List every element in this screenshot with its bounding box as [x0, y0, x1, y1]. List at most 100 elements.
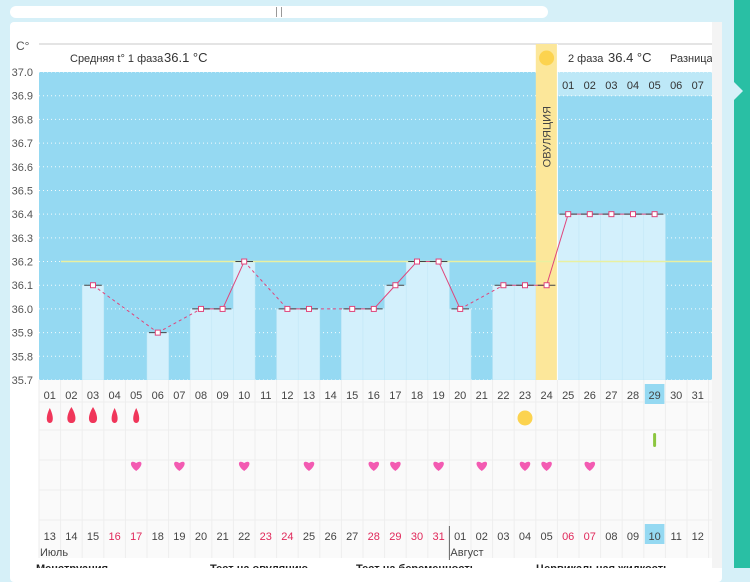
temp-point[interactable]	[198, 305, 204, 312]
cycle-day-label: 01	[44, 390, 56, 402]
temp-bar[interactable]	[189, 308, 213, 381]
temp-bar[interactable]	[362, 308, 385, 381]
heart-icon[interactable]	[390, 461, 401, 471]
cycle-day-label: 28	[627, 390, 639, 402]
temp-bar[interactable]	[384, 284, 407, 381]
cycle-day-label: 13	[303, 390, 315, 402]
temp-bar[interactable]	[621, 213, 645, 381]
legend-item[interactable]: Тест на беременность	[356, 563, 477, 568]
temp-point[interactable]	[241, 258, 248, 265]
phase1-label: Средняя t° 1 фаза	[70, 53, 164, 65]
temp-point[interactable]	[90, 282, 96, 289]
cervical-marker-icon[interactable]	[653, 433, 657, 447]
calendar-date-label: 22	[238, 531, 250, 543]
temp-point[interactable]	[565, 211, 572, 218]
temp-bar[interactable]	[297, 308, 321, 381]
heart-icon[interactable]	[433, 461, 444, 471]
heart-icon[interactable]	[174, 461, 185, 471]
temp-bar[interactable]	[276, 308, 299, 381]
temp-point[interactable]	[154, 329, 161, 336]
temp-bar[interactable]	[492, 284, 515, 381]
temp-point[interactable]	[543, 282, 550, 289]
cycle-day-label: 29	[648, 390, 660, 402]
y-tick-label: 35.8	[12, 351, 33, 363]
temp-point[interactable]	[349, 305, 356, 312]
heart-icon[interactable]	[303, 461, 315, 471]
heart-icon[interactable]	[476, 461, 488, 471]
cycle-day-label: 08	[195, 390, 207, 402]
temp-line-segment	[373, 284, 396, 310]
calendar-date-label: 31	[432, 531, 444, 543]
drag-handle[interactable]	[276, 7, 282, 17]
cycle-day-label: 21	[476, 390, 488, 402]
phase2-day-label: 02	[584, 80, 596, 92]
legend-item[interactable]: Тест на овуляцию	[210, 563, 308, 568]
ovulation-label: ОВУЛЯЦИЯ	[542, 106, 554, 167]
y-tick-label: 36.9	[12, 91, 33, 103]
heart-icon[interactable]	[519, 461, 531, 471]
month-label: Июль	[40, 547, 68, 559]
bleeding-drop-icon[interactable]	[111, 408, 118, 423]
calendar-date-label: 29	[389, 531, 401, 543]
phase2-value: 36.4 °C	[608, 50, 652, 65]
temp-bar[interactable]	[449, 308, 472, 381]
temp-bar[interactable]	[211, 308, 234, 381]
calendar-date-label: 01	[454, 531, 466, 543]
heart-icon[interactable]	[368, 461, 380, 471]
y-tick-label: 36.4	[12, 209, 33, 221]
calendar-date-label: 08	[605, 531, 617, 543]
cycle-day-label: 10	[238, 390, 250, 402]
temp-bar[interactable]	[643, 213, 666, 381]
cycle-day-label: 03	[87, 390, 99, 402]
temp-bar[interactable]	[578, 213, 601, 381]
cycle-day-label: 17	[389, 390, 401, 402]
side-panel[interactable]	[734, 0, 750, 568]
temp-bar[interactable]	[146, 332, 169, 381]
temp-point[interactable]	[435, 258, 442, 265]
temp-point[interactable]	[370, 305, 377, 312]
temp-point[interactable]	[306, 305, 312, 312]
bleeding-drop-icon[interactable]	[46, 408, 53, 423]
temp-point[interactable]	[586, 211, 593, 218]
heart-icon[interactable]	[584, 461, 596, 471]
temp-point[interactable]	[651, 211, 658, 218]
ovulation-test-icon[interactable]	[517, 410, 533, 426]
heart-icon[interactable]	[541, 461, 552, 471]
y-tick-label: 36.1	[12, 280, 33, 292]
expand-arrow-icon[interactable]	[734, 82, 743, 100]
y-tick-label: 36.8	[12, 114, 33, 126]
cycle-day-label: 15	[346, 390, 358, 402]
temp-point[interactable]	[608, 211, 615, 218]
cycle-day-label: 05	[130, 390, 142, 402]
temp-point[interactable]	[284, 305, 291, 312]
temp-point[interactable]	[414, 258, 420, 265]
top-scrollbar[interactable]	[10, 6, 548, 18]
y-tick-label: 35.7	[12, 375, 33, 387]
heart-icon[interactable]	[130, 461, 142, 471]
legend-item[interactable]: Цервикальная жидкость	[536, 563, 670, 568]
calendar-date-label: 18	[152, 531, 164, 543]
calendar-date-label: 07	[584, 531, 596, 543]
temp-bar[interactable]	[600, 213, 623, 381]
heart-icon[interactable]	[238, 461, 250, 471]
phase2-day-label: 07	[692, 80, 704, 92]
temp-point[interactable]	[457, 305, 464, 312]
temp-point[interactable]	[219, 305, 226, 312]
calendar-date-label: 17	[130, 531, 142, 543]
bleeding-drop-icon[interactable]	[88, 406, 98, 423]
temp-bar[interactable]	[81, 284, 105, 381]
bleeding-drop-icon[interactable]	[133, 408, 140, 423]
temp-bar[interactable]	[405, 261, 429, 381]
calendar-date-label: 19	[173, 531, 185, 543]
temp-bar[interactable]	[341, 308, 364, 381]
temp-point[interactable]	[500, 282, 507, 289]
bleeding-drop-icon[interactable]	[67, 406, 76, 423]
temp-bar[interactable]	[513, 284, 537, 381]
temp-point[interactable]	[392, 282, 399, 289]
cycle-day-label: 16	[368, 390, 380, 402]
legend-item[interactable]: Менструация	[36, 563, 108, 568]
calendar-date-label: 28	[368, 531, 380, 543]
cycle-day-label: 07	[173, 390, 185, 402]
temp-point[interactable]	[522, 282, 528, 289]
temp-point[interactable]	[630, 211, 636, 218]
